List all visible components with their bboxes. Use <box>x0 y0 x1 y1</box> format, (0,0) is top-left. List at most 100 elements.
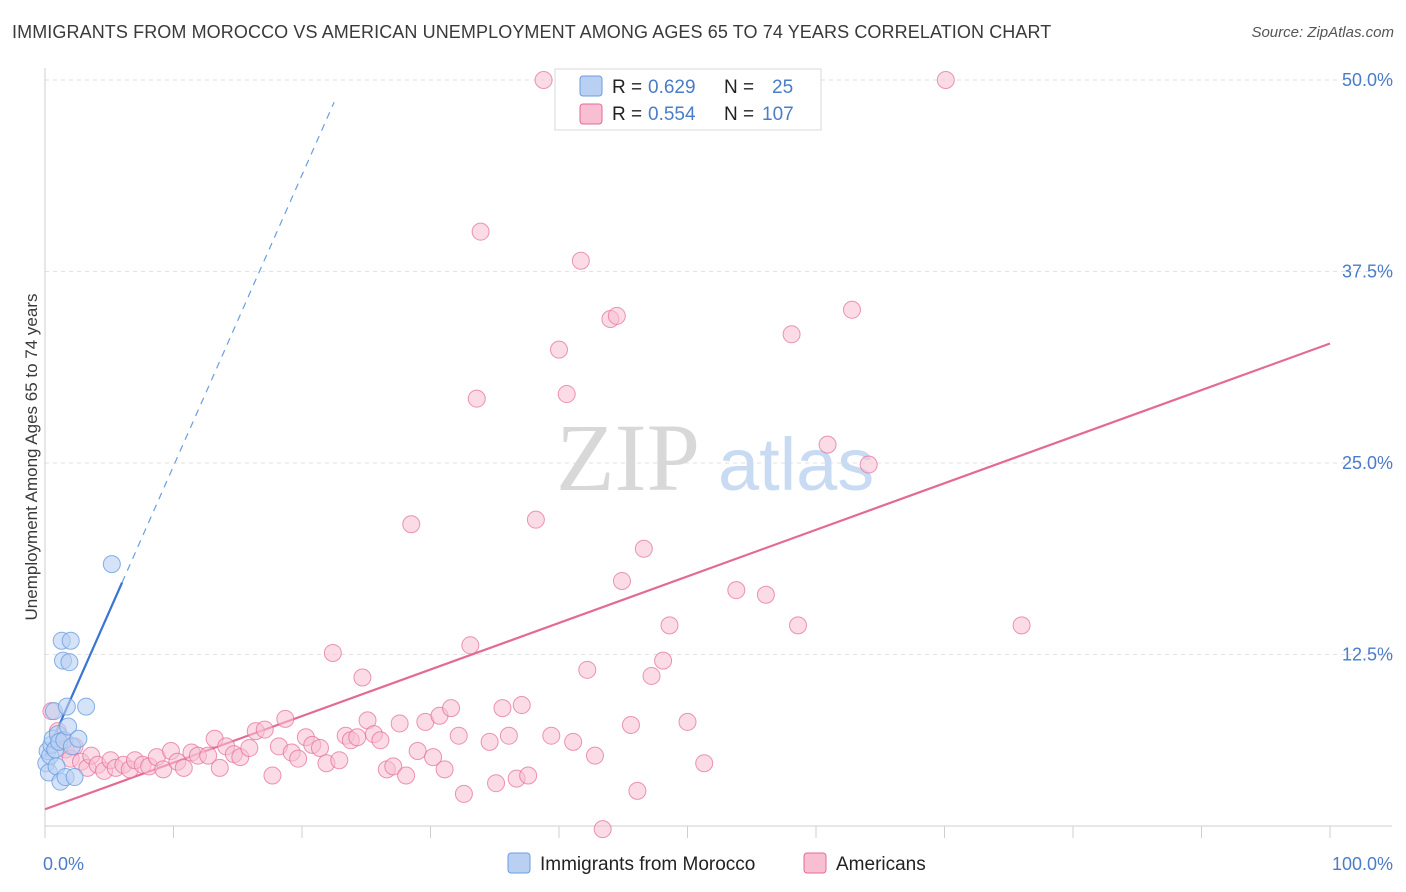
americans-point-99 <box>789 616 808 635</box>
americans-point-88 <box>621 715 640 734</box>
legend-n-label-2: N = <box>724 104 754 125</box>
americans-point-101 <box>842 300 861 319</box>
americans-point-57 <box>408 742 427 761</box>
americans-point-25 <box>199 746 218 765</box>
morocco-trend-dashed <box>121 101 335 583</box>
morocco-point-16 <box>57 697 76 716</box>
americans-point-65 <box>461 636 480 655</box>
americans-point-86 <box>607 306 626 325</box>
legend-r-label-2: R = <box>612 104 642 125</box>
legend-swatch-pink <box>579 103 603 125</box>
americans-point-62 <box>442 699 461 718</box>
americans-point-97 <box>756 585 775 604</box>
americans-point-41 <box>310 738 329 757</box>
legend-r-value-2: 0.554 <box>648 104 696 125</box>
americans-point-102 <box>859 455 878 474</box>
americans-point-79 <box>557 385 576 404</box>
americans-point-44 <box>330 751 349 770</box>
americans-point-96 <box>727 581 746 600</box>
americans-point-80 <box>564 732 583 751</box>
americans-point-100 <box>818 435 837 454</box>
legend-r-label-1: R = <box>612 77 642 98</box>
y-tick-label-3: 50.0% <box>1342 70 1393 90</box>
americans-points <box>42 71 1031 839</box>
americans-point-27 <box>210 758 229 777</box>
legend-r-value-1: 0.629 <box>648 77 696 98</box>
series-legend-swatch-morocco <box>507 852 531 874</box>
legend-n-value-1: 25 <box>772 77 793 98</box>
watermark-atlas: atlas <box>718 423 874 506</box>
americans-point-74 <box>519 766 538 785</box>
americans-point-70 <box>493 699 512 718</box>
americans-point-67 <box>471 222 490 241</box>
americans-point-64 <box>454 784 473 803</box>
y-tick-label-0: 12.5% <box>1342 645 1393 665</box>
americans-point-75 <box>526 510 545 529</box>
americans-point-92 <box>654 651 673 670</box>
morocco-points <box>37 555 121 791</box>
axes <box>44 68 1392 838</box>
americans-point-53 <box>384 757 403 776</box>
americans-point-61 <box>435 760 454 779</box>
morocco-point-19 <box>61 631 80 650</box>
watermark: ZIP atlas <box>556 404 874 511</box>
americans-point-81 <box>571 251 590 270</box>
americans-point-83 <box>585 746 604 765</box>
legend-n-label-1: N = <box>724 77 754 98</box>
y-tick-label-1: 25.0% <box>1342 453 1393 473</box>
americans-point-90 <box>634 539 653 558</box>
americans-point-43 <box>323 643 342 662</box>
y-tick-label-2: 37.5% <box>1342 262 1393 282</box>
americans-point-71 <box>499 726 518 745</box>
americans-point-78 <box>550 340 568 359</box>
americans-point-95 <box>695 754 714 773</box>
americans-point-94 <box>678 712 697 731</box>
americans-point-66 <box>467 389 486 408</box>
americans-point-31 <box>240 738 259 757</box>
morocco-point-24 <box>102 555 121 574</box>
americans-point-103 <box>936 71 955 89</box>
gridlines <box>45 79 1390 655</box>
americans-point-69 <box>487 774 506 793</box>
americans-point-73 <box>512 696 531 715</box>
morocco-point-17 <box>59 717 78 736</box>
americans-point-19 <box>154 760 173 779</box>
americans-point-36 <box>276 709 295 728</box>
americans-point-89 <box>628 781 647 800</box>
morocco-point-23 <box>77 697 96 716</box>
americans-point-93 <box>660 616 679 635</box>
x-tick-label-start: 0.0% <box>43 854 84 874</box>
americans-point-47 <box>348 728 367 747</box>
y-tick-labels: 12.5% 25.0% 37.5% 50.0% <box>1342 70 1393 665</box>
legend-n-value-2: 107 <box>762 104 794 125</box>
morocco-point-22 <box>69 729 88 748</box>
morocco-point-18 <box>60 653 79 672</box>
americans-point-76 <box>534 71 553 89</box>
americans-point-51 <box>371 731 390 750</box>
americans-point-82 <box>578 660 597 679</box>
americans-point-63 <box>449 726 468 745</box>
americans-point-55 <box>397 766 416 785</box>
americans-point-98 <box>782 325 801 344</box>
series-legend-americans: Americans <box>836 854 926 875</box>
americans-point-22 <box>174 758 193 777</box>
x-tick-labels: 0.0% 100.0% <box>43 854 1393 874</box>
americans-point-87 <box>612 571 631 590</box>
y-axis-label: Unemployment Among Ages 65 to 74 years <box>22 294 41 621</box>
correlation-legend: R = 0.629 N = 25 R = 0.554 N = 107 <box>554 68 822 131</box>
americans-point-38 <box>289 749 308 768</box>
series-legend-morocco: Immigrants from Morocco <box>540 854 755 875</box>
americans-point-54 <box>390 714 409 733</box>
americans-point-34 <box>263 766 282 785</box>
series-legend: Immigrants from Morocco Americans <box>507 852 926 875</box>
x-tick-label-end: 100.0% <box>1332 854 1393 874</box>
americans-point-104 <box>1012 616 1031 635</box>
americans-point-84 <box>593 820 612 839</box>
americans-point-48 <box>353 668 372 687</box>
americans-point-91 <box>642 666 661 685</box>
source-label: Source: ZipAtlas.com <box>1251 24 1394 41</box>
series-legend-swatch-americans <box>803 852 827 874</box>
chart-title: IMMIGRANTS FROM MOROCCO VS AMERICAN UNEM… <box>12 22 1052 42</box>
morocco-point-21 <box>65 768 84 787</box>
